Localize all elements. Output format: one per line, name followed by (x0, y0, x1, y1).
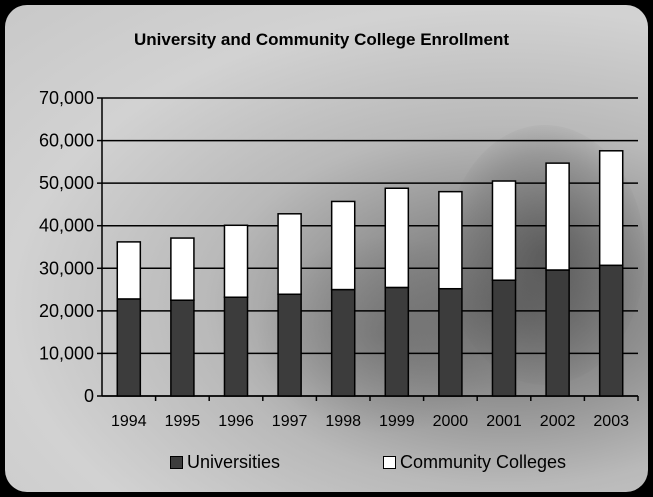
bar-community-colleges (170, 237, 195, 301)
x-tick-label: 1999 (379, 413, 415, 430)
x-tick-label: 1996 (218, 413, 254, 430)
x-tick-label: 1995 (165, 413, 201, 430)
y-tick-label: 40,000 (39, 216, 94, 236)
legend-item-community-colleges: Community Colleges (383, 452, 566, 473)
bar-universities (116, 298, 142, 397)
bar-community-colleges (384, 187, 410, 289)
x-tick-label: 2002 (540, 413, 576, 430)
bar-universities (491, 279, 517, 397)
bar-universities (330, 288, 356, 397)
y-tick-label: 60,000 (39, 131, 94, 151)
legend-swatch-community-colleges (383, 456, 396, 469)
bar-universities (545, 269, 570, 397)
x-tick-label: 2001 (486, 413, 522, 430)
y-tick-label: 30,000 (39, 258, 94, 278)
bar-community-colleges (438, 190, 463, 290)
chart-title: University and Community College Enrollm… (133, 30, 509, 49)
y-tick-label: 70,000 (39, 88, 94, 108)
y-tick-label: 20,000 (39, 301, 94, 321)
bar-community-colleges (545, 162, 570, 271)
bar-community-colleges (277, 213, 302, 296)
x-tick-label: 2003 (593, 413, 629, 430)
bar-community-colleges (598, 150, 624, 267)
bar-community-colleges (330, 200, 356, 291)
bar-universities (384, 286, 410, 397)
legend-swatch-universities (170, 456, 183, 469)
x-tick-label: 1994 (111, 413, 147, 430)
x-tick-label: 1997 (272, 413, 308, 430)
bar-universities (598, 264, 624, 397)
bar-universities (277, 293, 302, 397)
bar-universities (170, 299, 195, 397)
y-tick-label: 10,000 (39, 343, 94, 363)
bar-universities (438, 287, 463, 397)
x-tick-label: 1998 (325, 413, 361, 430)
bar-community-colleges (116, 241, 142, 300)
bar-community-colleges (223, 224, 249, 298)
legend-label-community-colleges: Community Colleges (400, 452, 567, 472)
x-tick-label: 2000 (433, 413, 469, 430)
legend-item-universities: Universities (170, 452, 280, 473)
bar-community-colleges (491, 180, 517, 281)
bar-universities (223, 296, 249, 397)
legend-label-universities: Universities (187, 452, 281, 472)
y-tick-label: 0 (84, 386, 94, 406)
y-tick-label: 50,000 (39, 173, 94, 193)
